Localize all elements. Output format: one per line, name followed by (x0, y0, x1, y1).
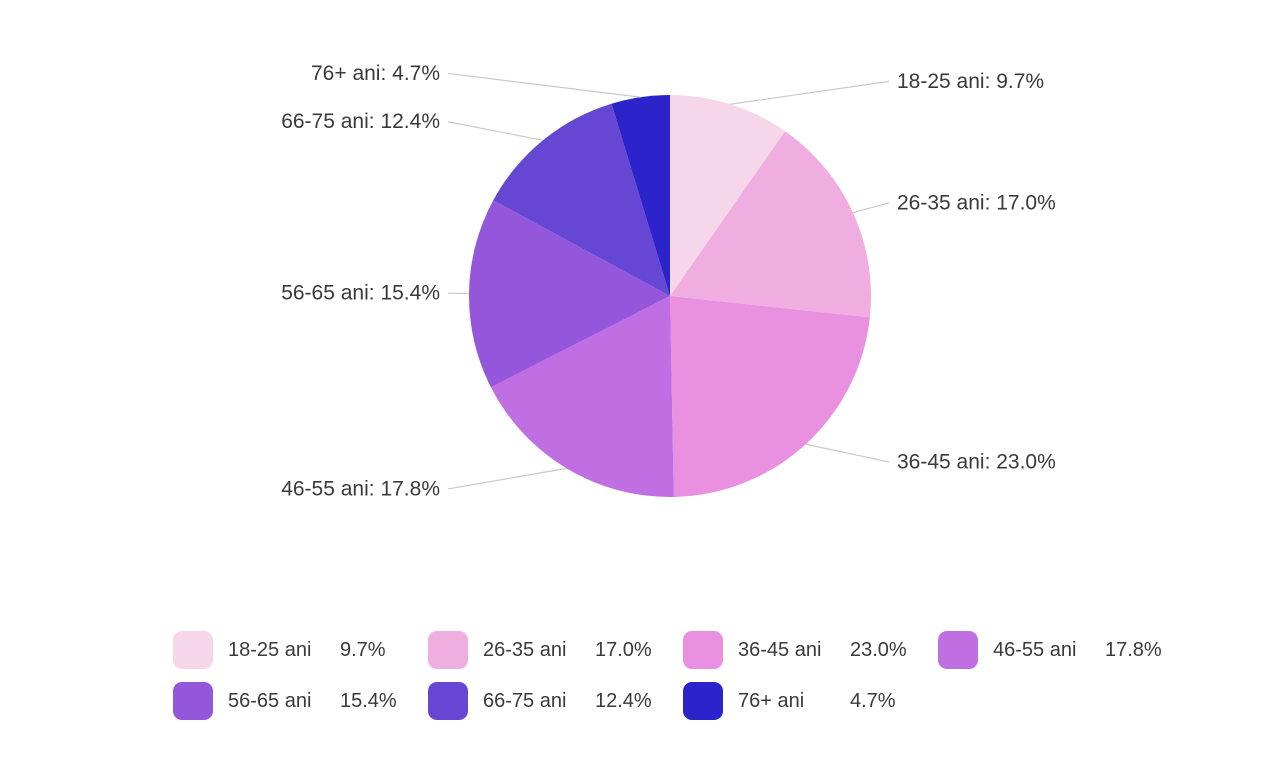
legend-label: 36-45 ani (738, 638, 822, 661)
legend-value: 4.7% (850, 689, 896, 712)
chart-legend: 18-25 ani 9.7% 26-35 ani 17.0% 36-45 ani 23.0… (173, 631, 1203, 720)
legend-value: 15.4% (340, 689, 397, 712)
legend-label: 46-55 ani (993, 638, 1077, 661)
legend-label: 56-65 ani (228, 689, 312, 712)
legend-value: 9.7% (340, 638, 386, 661)
legend-swatch (428, 682, 468, 720)
slice-callout-label: 26-35 ani: 17.0% (897, 191, 1056, 214)
pie-slice[interactable] (493, 103, 670, 296)
legend-label: 76+ ani (738, 689, 805, 712)
slice-callout-label: 66-75 ani: 12.4% (281, 110, 440, 133)
legend-swatch (938, 631, 978, 669)
legend-value: 17.0% (595, 638, 652, 661)
pie-slice[interactable] (670, 131, 871, 318)
slice-callout-label: 36-45 ani: 23.0% (897, 450, 1056, 473)
slice-callout-label: 18-25 ani: 9.7% (897, 70, 1044, 93)
legend-item[interactable]: 66-75 ani 12.4% (428, 682, 683, 720)
pie-chart: 18-25 ani: 9.7% 26-35 ani: 17.0% 36-45 ani… (281, 62, 1056, 500)
slice-callout-label: 46-55 ani: 17.8% (281, 477, 440, 500)
legend-item[interactable]: 26-35 ani 17.0% (428, 631, 683, 669)
callout-leader-line (730, 80, 890, 105)
legend-item[interactable]: 36-45 ani 23.0% (683, 631, 938, 669)
legend-value: 12.4% (595, 689, 652, 712)
legend-value: 23.0% (850, 638, 907, 661)
legend-swatch (173, 682, 213, 720)
legend-item[interactable]: 18-25 ani 9.7% (173, 631, 428, 669)
slice-callout-label: 56-65 ani: 15.4% (281, 282, 440, 305)
pie-slice[interactable] (611, 95, 671, 296)
pie-slice[interactable] (469, 200, 670, 388)
callout-leader-line (447, 467, 567, 490)
legend-item[interactable]: 46-55 ani 17.8% (938, 631, 1193, 669)
legend-label: 66-75 ani (483, 689, 567, 712)
legend-value: 17.8% (1105, 638, 1162, 661)
slice-callout-label: 76+ ani: 4.7% (311, 62, 440, 85)
callout-leader-line (447, 72, 641, 98)
pie-slice[interactable] (670, 296, 870, 497)
legend-item[interactable]: 76+ ani 4.7% (683, 682, 938, 720)
legend-swatch (428, 631, 468, 669)
legend-label: 26-35 ani (483, 638, 567, 661)
legend-item[interactable]: 56-65 ani 15.4% (173, 682, 428, 720)
legend-swatch (683, 682, 723, 720)
pie-slice[interactable] (490, 296, 674, 497)
legend-swatch (683, 631, 723, 669)
callout-leader-line (852, 202, 890, 214)
legend-label: 18-25 ani (228, 638, 312, 661)
legend-swatch (173, 631, 213, 669)
pie-slice[interactable] (670, 95, 786, 296)
callout-leader-line (447, 121, 543, 141)
callout-leader-line (805, 443, 890, 463)
